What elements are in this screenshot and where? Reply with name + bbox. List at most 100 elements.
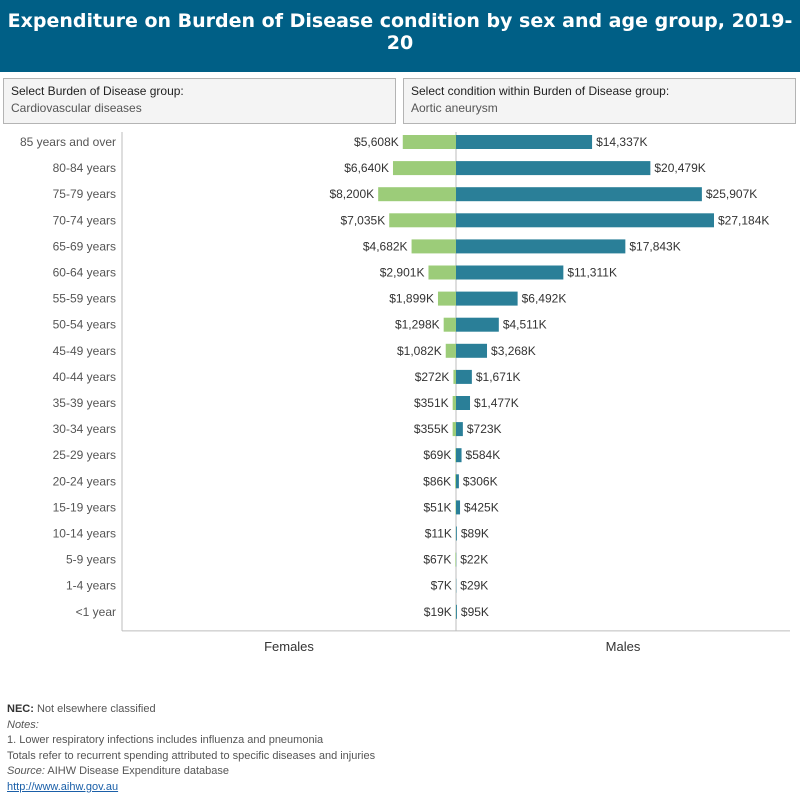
- note-2: Totals refer to recurrent spending attri…: [7, 749, 376, 762]
- male-bar: [456, 396, 471, 410]
- age-group-label: 10-14 years: [53, 527, 116, 541]
- male-bar: [456, 474, 459, 489]
- male-bar: [456, 161, 651, 176]
- females-axis-label: Females: [264, 639, 314, 654]
- males-axis-label: Males: [606, 639, 641, 654]
- male-value-label: $14,337K: [596, 135, 647, 149]
- male-bar: [456, 343, 488, 358]
- source-label: Source:: [7, 765, 45, 777]
- male-value-label: $27,184K: [718, 213, 769, 227]
- female-value-label: $2,901K: [380, 266, 425, 280]
- male-value-label: $6,492K: [522, 292, 567, 306]
- male-value-label: $22K: [460, 553, 488, 567]
- age-group-label: <1 year: [76, 605, 116, 619]
- female-value-label: $69K: [423, 448, 451, 462]
- header-banner: Expenditure on Burden of Disease conditi…: [0, 0, 800, 72]
- male-bar: [456, 604, 457, 619]
- female-value-label: $5,608K: [354, 135, 399, 149]
- female-bar: [453, 369, 456, 384]
- bod-group-label: Select Burden of Disease group:: [11, 84, 184, 98]
- male-value-label: $89K: [461, 527, 489, 541]
- condition-value[interactable]: Aortic aneurysm: [411, 101, 498, 115]
- female-value-label: $1,298K: [395, 318, 440, 332]
- female-value-label: $51K: [423, 500, 451, 514]
- female-value-label: $7K: [431, 579, 452, 593]
- male-bar: [456, 317, 499, 332]
- male-value-label: $4,511K: [503, 318, 547, 332]
- age-group-label: 45-49 years: [53, 344, 116, 358]
- female-value-label: $8,200K: [329, 187, 374, 201]
- female-value-label: $1,082K: [397, 344, 442, 358]
- nec-note: NEC: Not elsewhere classified: [7, 702, 375, 718]
- age-group-label: 15-19 years: [53, 500, 116, 514]
- female-value-label: $1,899K: [389, 292, 434, 306]
- condition-label: Select condition within Burden of Diseas…: [411, 84, 670, 98]
- female-value-label: $4,682K: [363, 239, 408, 253]
- source-note: Source: AIHW Disease Expenditure databas…: [7, 764, 375, 780]
- age-group-label: 85 years and over: [20, 135, 116, 149]
- female-bar: [455, 448, 456, 463]
- male-bar: [456, 422, 463, 437]
- age-group-label: 65-69 years: [53, 239, 116, 253]
- female-value-label: $351K: [414, 396, 449, 410]
- male-value-label: $723K: [467, 422, 502, 436]
- female-bar: [378, 187, 456, 202]
- aihw-link[interactable]: http://www.aihw.gov.au: [7, 780, 119, 793]
- male-bar: [456, 291, 518, 306]
- condition-selector[interactable]: Select condition within Burden of Diseas…: [403, 78, 796, 124]
- age-group-label: 70-74 years: [53, 213, 116, 227]
- female-bar: [389, 213, 456, 228]
- male-bar: [456, 265, 564, 280]
- bod-group-value[interactable]: Cardiovascular diseases: [11, 101, 142, 115]
- male-value-label: $20,479K: [654, 161, 705, 175]
- nec-text: Not elsewhere classified: [33, 703, 156, 715]
- female-value-label: $355K: [414, 422, 449, 436]
- age-group-label: 30-34 years: [53, 422, 116, 436]
- male-value-label: $584K: [466, 448, 501, 462]
- female-bar: [402, 135, 456, 149]
- female-value-label: $6,640K: [344, 161, 389, 175]
- male-value-label: $3,268K: [491, 344, 536, 358]
- female-bar: [452, 396, 456, 410]
- footer: NEC: Not elsewhere classified Notes: 1. …: [7, 702, 375, 795]
- male-value-label: $11,311K: [567, 266, 617, 280]
- source-text: AIHW Disease Expenditure database: [44, 765, 229, 777]
- female-value-label: $67K: [423, 553, 451, 567]
- male-value-label: $25,907K: [706, 187, 757, 201]
- female-bar: [455, 474, 456, 489]
- female-bar: [428, 265, 456, 280]
- female-value-label: $11K: [425, 527, 452, 541]
- female-bar: [443, 317, 456, 332]
- age-group-label: 80-84 years: [53, 161, 116, 175]
- female-value-label: $86K: [423, 474, 451, 488]
- age-group-label: 1-4 years: [66, 579, 116, 593]
- male-bar: [456, 213, 714, 228]
- male-bar: [456, 239, 626, 254]
- age-group-label: 35-39 years: [53, 396, 116, 410]
- female-value-label: $272K: [415, 370, 450, 384]
- age-group-label: 75-79 years: [53, 187, 116, 201]
- page-title: Expenditure on Burden of Disease conditi…: [7, 10, 793, 54]
- female-bar: [452, 422, 456, 437]
- age-group-label: 20-24 years: [53, 474, 116, 488]
- bod-group-selector[interactable]: Select Burden of Disease group: Cardiova…: [3, 78, 396, 124]
- age-group-label: 50-54 years: [53, 318, 116, 332]
- male-value-label: $425K: [464, 500, 499, 514]
- male-bar: [456, 187, 702, 202]
- male-value-label: $17,843K: [629, 239, 680, 253]
- female-value-label: $7,035K: [341, 213, 386, 227]
- female-bar: [411, 239, 456, 254]
- male-bar: [456, 448, 462, 463]
- age-group-label: 25-29 years: [53, 448, 116, 462]
- age-group-label: 40-44 years: [53, 370, 116, 384]
- male-bar: [456, 135, 593, 149]
- female-bar: [445, 343, 456, 358]
- male-bar: [456, 526, 457, 541]
- note-1: 1. Lower respiratory infections includes…: [7, 734, 324, 746]
- female-bar: [455, 552, 456, 567]
- male-value-label: $306K: [463, 474, 498, 488]
- age-group-label: 5-9 years: [66, 553, 116, 567]
- male-bar: [456, 500, 461, 515]
- male-value-label: $29K: [460, 579, 488, 593]
- male-value-label: $1,477K: [474, 396, 519, 410]
